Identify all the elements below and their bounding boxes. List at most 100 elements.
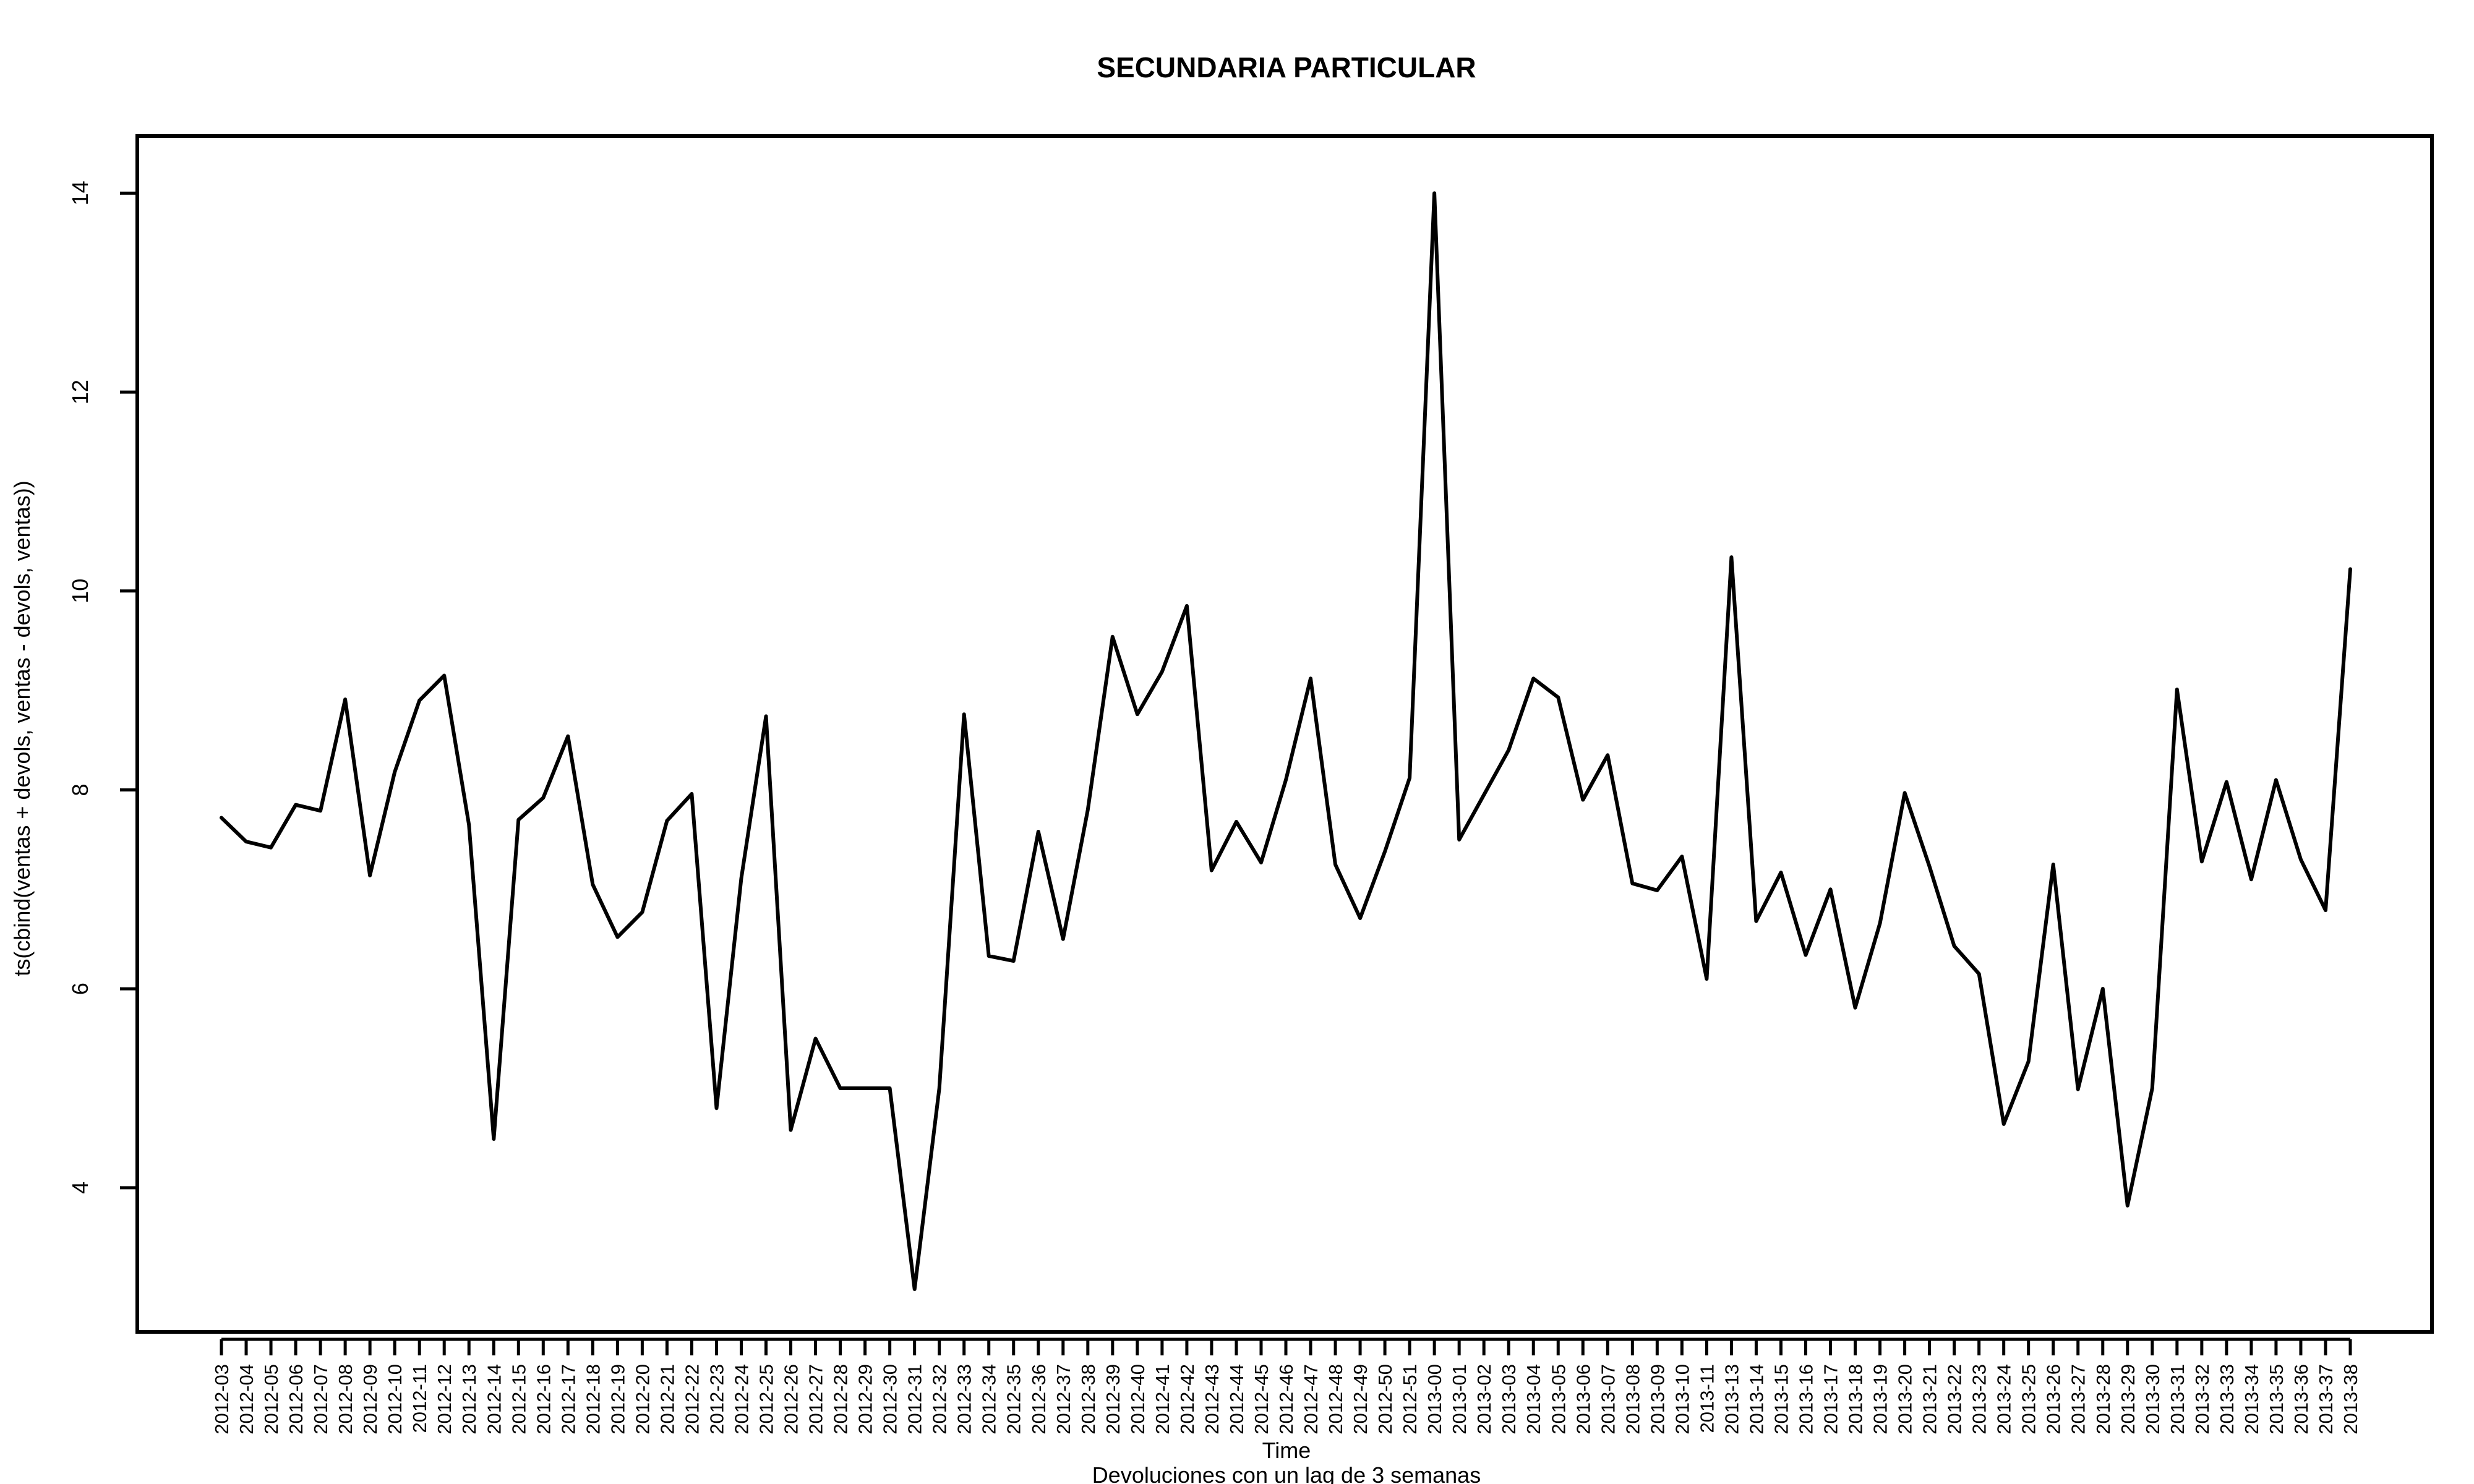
x-tick-label: 2012-36 <box>1028 1364 1050 1435</box>
x-tick-label: 2012-18 <box>582 1364 604 1435</box>
y-tick-label: 4 <box>67 1182 93 1194</box>
x-tick-label: 2012-20 <box>631 1364 653 1435</box>
chart-title: SECUNDARIA PARTICULAR <box>1097 51 1476 83</box>
x-tick-label: 2013-09 <box>1646 1364 1668 1435</box>
x-tick-label: 2013-26 <box>2043 1364 2065 1435</box>
x-tick-label: 2012-10 <box>384 1364 406 1435</box>
x-tick-label: 2012-39 <box>1102 1364 1124 1435</box>
x-tick-label: 2012-19 <box>607 1364 628 1435</box>
x-tick-label: 2013-34 <box>2241 1364 2262 1435</box>
x-tick-label: 2012-07 <box>310 1364 332 1435</box>
x-tick-label: 2012-41 <box>1152 1364 1173 1435</box>
x-tick-label: 2012-30 <box>880 1364 901 1435</box>
x-tick-label: 2012-50 <box>1374 1364 1396 1435</box>
x-tick-label: 2012-48 <box>1325 1364 1346 1435</box>
plot-frame <box>135 134 2434 1334</box>
x-tick-label: 2012-03 <box>211 1364 233 1435</box>
x-axis: 2012-03 2012-04 2012-05 2012-06 2012-07 2012-… <box>211 1337 2361 1435</box>
x-tick-label: 2012-24 <box>731 1364 753 1435</box>
x-tick-label: 2013-13 <box>1721 1364 1742 1435</box>
x-tick-label: 2013-18 <box>1845 1364 1867 1435</box>
x-tick-label: 2013-06 <box>1572 1364 1594 1435</box>
x-tick-label: 2013-27 <box>2068 1364 2089 1435</box>
x-tick-label: 2012-49 <box>1350 1364 1371 1435</box>
x-tick-label: 2012-14 <box>483 1364 505 1435</box>
x-tick-label: 2013-10 <box>1671 1364 1693 1435</box>
y-tick-label: 6 <box>67 983 93 995</box>
x-tick-label: 2013-15 <box>1771 1364 1792 1435</box>
x-tick-label: 2012-15 <box>508 1364 529 1435</box>
x-tick-label: 2013-01 <box>1449 1364 1470 1435</box>
x-tick-label: 2013-03 <box>1498 1364 1520 1435</box>
x-tick-label: 2012-09 <box>359 1364 381 1435</box>
x-tick-label: 2013-25 <box>2018 1364 2040 1435</box>
y-axis-label: ts(cbind(ventas + devols, ventas - devol… <box>9 480 35 976</box>
x-tick-label: 2013-19 <box>1870 1364 1891 1435</box>
x-tick-label: 2013-23 <box>1969 1364 1990 1435</box>
x-tick-label: 2013-16 <box>1796 1364 1817 1435</box>
x-tick-label: 2012-33 <box>954 1364 975 1435</box>
x-tick-label: 2012-26 <box>781 1364 802 1435</box>
y-tick-label: 10 <box>67 579 93 603</box>
x-tick-label: 2012-04 <box>236 1364 257 1435</box>
x-tick-label: 2012-43 <box>1201 1364 1223 1435</box>
x-tick-label: 2012-28 <box>830 1364 852 1435</box>
x-tick-label: 2013-00 <box>1424 1364 1445 1435</box>
x-tick-label: 2013-28 <box>2092 1364 2114 1435</box>
x-tick-label: 2013-30 <box>2142 1364 2164 1435</box>
chart-subtitle: Devoluciones con un lag de 3 semanas <box>1092 1462 1481 1484</box>
x-tick-label: 2013-21 <box>1919 1364 1941 1435</box>
x-tick-label: 2013-29 <box>2117 1364 2139 1435</box>
y-tick-label: 14 <box>67 181 93 205</box>
x-tick-label: 2013-32 <box>2191 1364 2213 1435</box>
x-tick-label: 2012-42 <box>1176 1364 1198 1435</box>
x-tick-label: 2013-20 <box>1894 1364 1916 1435</box>
series-line <box>220 191 2352 1291</box>
x-tick-label: 2013-36 <box>2290 1364 2312 1435</box>
x-tick-label: 2012-22 <box>681 1364 703 1435</box>
x-tick-label: 2012-25 <box>756 1364 777 1435</box>
x-tick-label: 2013-24 <box>1993 1364 2015 1435</box>
x-tick-label: 2012-11 <box>409 1364 430 1433</box>
y-tick-label: 8 <box>67 783 93 796</box>
x-tick-label: 2012-46 <box>1275 1364 1297 1435</box>
x-tick-label: 2013-17 <box>1820 1364 1842 1435</box>
x-tick-label: 2012-12 <box>434 1364 455 1435</box>
x-tick-label: 2012-44 <box>1226 1364 1248 1435</box>
y-axis: 4 6 8 10 12 14 <box>67 181 139 1194</box>
x-tick-label: 2012-45 <box>1251 1364 1272 1435</box>
x-tick-label: 2013-08 <box>1622 1364 1643 1435</box>
x-tick-label: 2012-27 <box>805 1364 827 1435</box>
x-tick-label: 2012-13 <box>458 1364 480 1435</box>
x-tick-label: 2012-47 <box>1300 1364 1322 1435</box>
x-tick-label: 2012-32 <box>929 1364 951 1435</box>
x-tick-label: 2013-38 <box>2340 1364 2361 1435</box>
x-tick-label: 2013-31 <box>2167 1364 2188 1435</box>
x-tick-label: 2012-34 <box>978 1364 1000 1435</box>
x-tick-label: 2012-06 <box>285 1364 307 1435</box>
x-tick-label: 2012-23 <box>706 1364 728 1435</box>
x-tick-label: 2012-38 <box>1077 1364 1099 1435</box>
x-tick-label: 2012-37 <box>1053 1364 1074 1435</box>
x-tick-label: 2012-16 <box>533 1364 554 1435</box>
x-tick-label: 2012-21 <box>656 1364 678 1435</box>
x-tick-label: 2012-08 <box>335 1364 356 1435</box>
x-tick-label: 2013-07 <box>1597 1364 1619 1435</box>
x-axis-label: Time <box>1262 1438 1311 1463</box>
x-tick-label: 2013-22 <box>1944 1364 1966 1435</box>
x-tick-label: 2013-05 <box>1547 1364 1569 1435</box>
x-tick-label: 2012-05 <box>260 1364 282 1435</box>
x-tick-label: 2013-14 <box>1745 1364 1767 1435</box>
x-tick-label: 2013-11 <box>1696 1364 1718 1433</box>
x-tick-label: 2013-37 <box>2315 1364 2337 1435</box>
x-tick-label: 2012-17 <box>557 1364 579 1435</box>
x-tick-label: 2013-33 <box>2216 1364 2238 1435</box>
y-tick-label: 12 <box>67 380 93 404</box>
x-tick-label: 2013-35 <box>2266 1364 2287 1435</box>
x-tick-label: 2012-29 <box>855 1364 876 1435</box>
x-tick-label: 2012-51 <box>1399 1364 1421 1435</box>
x-tick-label: 2013-02 <box>1473 1364 1495 1435</box>
x-tick-label: 2012-40 <box>1127 1364 1149 1435</box>
x-tick-label: 2012-31 <box>904 1364 926 1435</box>
